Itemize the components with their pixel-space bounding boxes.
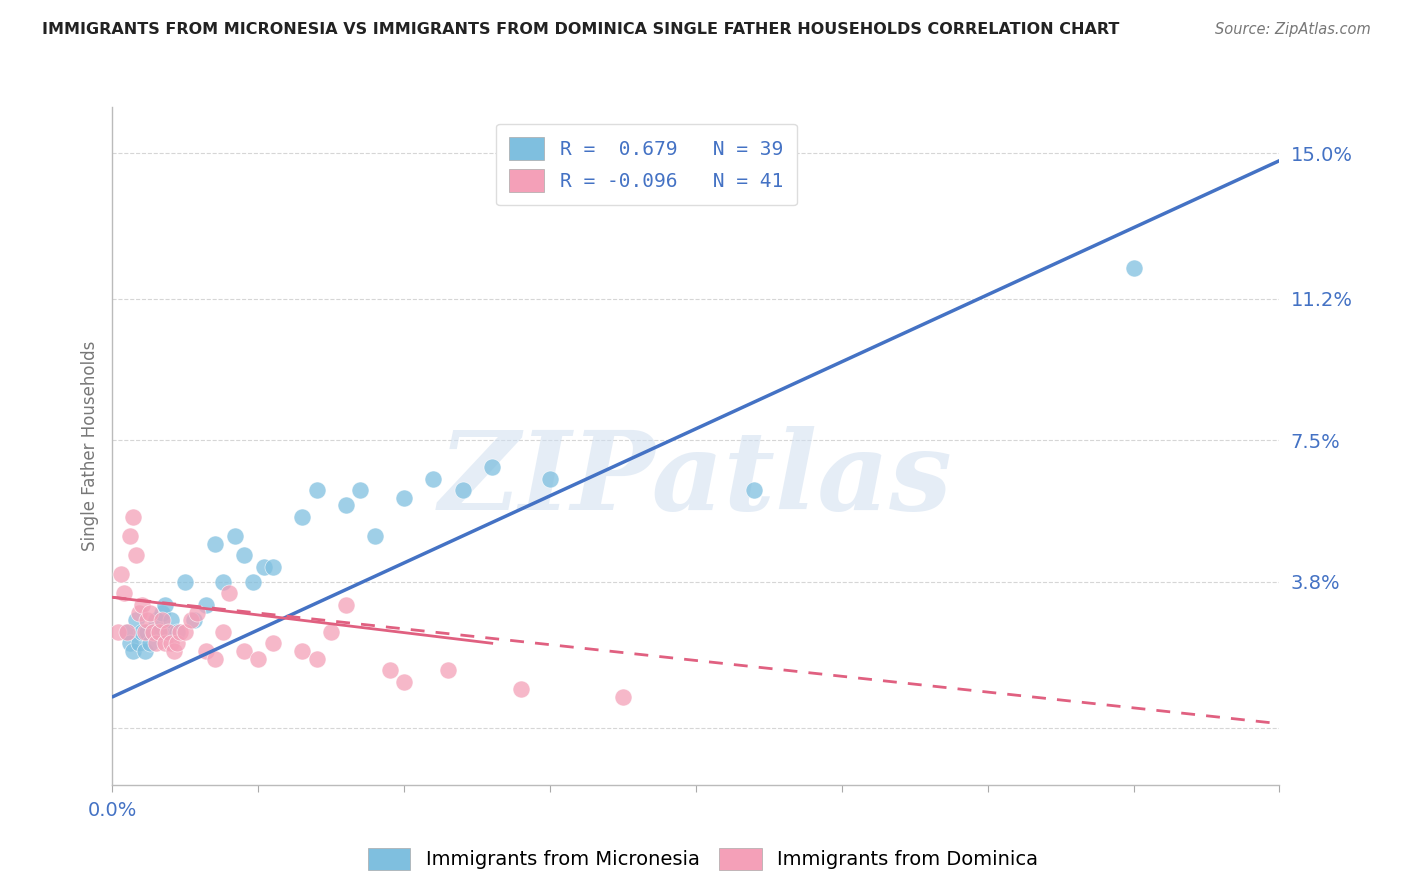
Point <box>139 606 162 620</box>
Point <box>180 613 202 627</box>
Point <box>291 509 314 524</box>
Point <box>153 636 176 650</box>
Point <box>128 636 150 650</box>
Text: Source: ZipAtlas.com: Source: ZipAtlas.com <box>1215 22 1371 37</box>
Point <box>166 636 188 650</box>
Point <box>1122 260 1144 275</box>
Point <box>118 529 141 543</box>
Point <box>169 624 191 639</box>
Point <box>166 624 188 639</box>
Point <box>142 624 165 639</box>
Point <box>115 624 138 639</box>
Point <box>349 483 371 497</box>
Point <box>107 624 129 639</box>
Point <box>321 624 343 639</box>
Point <box>156 624 179 639</box>
Point <box>364 529 387 543</box>
Point <box>212 574 235 589</box>
Point <box>481 460 503 475</box>
Legend: R =  0.679   N = 39, R = -0.096   N = 41: R = 0.679 N = 39, R = -0.096 N = 41 <box>496 123 797 205</box>
Point <box>538 471 561 485</box>
Point <box>112 586 135 600</box>
Point <box>335 598 357 612</box>
Point <box>125 548 148 562</box>
Point <box>118 636 141 650</box>
Point <box>131 624 153 639</box>
Point <box>378 663 401 677</box>
Point <box>437 663 460 677</box>
Point <box>335 499 357 513</box>
Point <box>125 613 148 627</box>
Point <box>153 598 176 612</box>
Point <box>122 644 145 658</box>
Point <box>509 682 531 697</box>
Point <box>262 636 284 650</box>
Point <box>136 624 159 639</box>
Point <box>232 644 254 658</box>
Point <box>242 574 264 589</box>
Point <box>186 606 208 620</box>
Point <box>148 624 170 639</box>
Point <box>247 651 270 665</box>
Point <box>422 471 444 485</box>
Point <box>160 613 183 627</box>
Point <box>136 613 159 627</box>
Point <box>612 690 634 704</box>
Point <box>145 636 167 650</box>
Point <box>212 624 235 639</box>
Point <box>174 574 197 589</box>
Point <box>174 624 197 639</box>
Point <box>305 651 328 665</box>
Point <box>115 624 138 639</box>
Point <box>392 491 416 505</box>
Text: IMMIGRANTS FROM MICRONESIA VS IMMIGRANTS FROM DOMINICA SINGLE FATHER HOUSEHOLDS : IMMIGRANTS FROM MICRONESIA VS IMMIGRANTS… <box>42 22 1119 37</box>
Point <box>160 636 183 650</box>
Point <box>139 636 162 650</box>
Point <box>148 624 170 639</box>
Point <box>218 586 240 600</box>
Point <box>145 613 167 627</box>
Point <box>183 613 205 627</box>
Point <box>392 674 416 689</box>
Point <box>163 644 186 658</box>
Point <box>204 536 226 550</box>
Point <box>305 483 328 497</box>
Point <box>110 567 132 582</box>
Y-axis label: Single Father Households: Single Father Households <box>80 341 98 551</box>
Point <box>253 559 276 574</box>
Legend: Immigrants from Micronesia, Immigrants from Dominica: Immigrants from Micronesia, Immigrants f… <box>360 839 1046 878</box>
Point <box>224 529 246 543</box>
Point <box>194 598 217 612</box>
Point <box>194 644 217 658</box>
Point <box>291 644 314 658</box>
Point <box>122 509 145 524</box>
Point <box>232 548 254 562</box>
Point <box>134 644 156 658</box>
Text: 0.0%: 0.0% <box>87 801 138 821</box>
Point <box>134 624 156 639</box>
Text: ZIPatlas: ZIPatlas <box>439 426 953 533</box>
Point <box>262 559 284 574</box>
Point <box>150 606 173 620</box>
Point <box>128 606 150 620</box>
Point <box>451 483 474 497</box>
Point <box>150 613 173 627</box>
Point <box>156 624 179 639</box>
Point <box>204 651 226 665</box>
Point <box>142 624 165 639</box>
Point <box>742 483 765 497</box>
Point <box>131 598 153 612</box>
